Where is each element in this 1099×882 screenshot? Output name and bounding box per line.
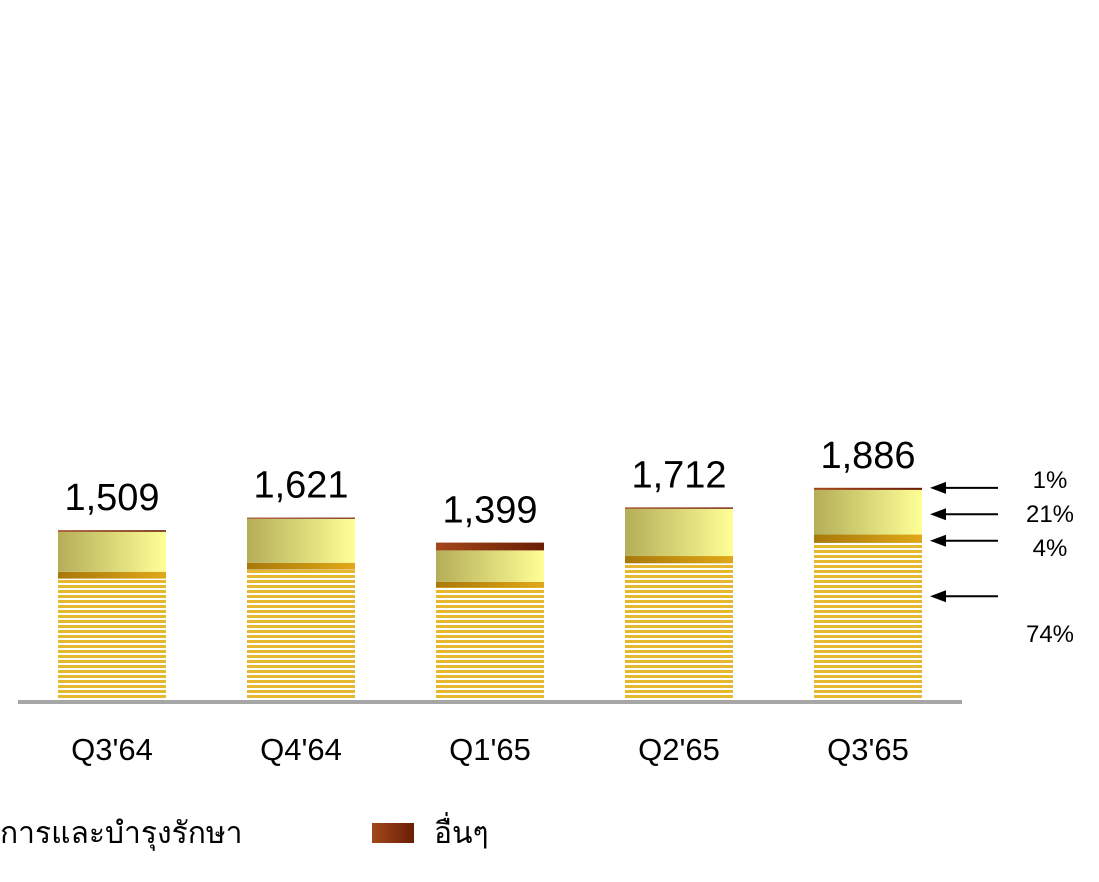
bar-segment-light bbox=[814, 490, 922, 535]
legend-item-other: อื่นๆ bbox=[372, 808, 489, 858]
bar-group bbox=[58, 487, 922, 701]
bar-segment-secondary bbox=[58, 571, 166, 579]
bar-segment-main bbox=[436, 587, 544, 700]
annotation-arrow-head bbox=[930, 534, 946, 547]
bar-segment-other bbox=[625, 507, 733, 509]
annotation-arrow-head bbox=[930, 481, 946, 494]
category-label: Q2'65 bbox=[638, 732, 720, 767]
bar-segment-other bbox=[247, 517, 355, 519]
bar-segment-light bbox=[247, 518, 355, 563]
bar-segment-light bbox=[58, 531, 166, 572]
category-label: Q1'65 bbox=[449, 732, 531, 767]
bar-total-label: 1,886 bbox=[820, 435, 915, 477]
annotation-arrow-head bbox=[930, 508, 946, 521]
bar-total-label: 1,399 bbox=[442, 490, 537, 532]
bar-segment-other bbox=[436, 542, 544, 551]
bar-segment-main bbox=[58, 578, 166, 700]
bar-total-label: 1,712 bbox=[631, 454, 726, 496]
bar-segment-main bbox=[625, 563, 733, 700]
bar-segment-secondary bbox=[625, 556, 733, 564]
category-label: Q3'65 bbox=[827, 732, 909, 767]
bar-segment-other bbox=[814, 487, 922, 490]
bar-segment-secondary bbox=[247, 562, 355, 570]
bar-segment-secondary bbox=[436, 581, 544, 588]
bar-segment-secondary bbox=[814, 534, 922, 543]
share-label: 21% bbox=[1026, 501, 1074, 528]
legend-swatch-other bbox=[372, 823, 414, 843]
legend-label-other: อื่นๆ bbox=[434, 815, 489, 851]
bar-segment-light bbox=[625, 508, 733, 557]
bar-total-label: 1,509 bbox=[64, 477, 159, 519]
label-group: 1,509 Q3'64 1,621 Q4'64 1,399 Q1'65 1,712 Q2'65… bbox=[64, 435, 915, 767]
legend-label-partial: การและบำรุงรักษา bbox=[0, 815, 243, 851]
bar-segment-main bbox=[814, 543, 922, 701]
share-label: 4% bbox=[1033, 535, 1068, 562]
category-label: Q4'64 bbox=[260, 732, 342, 767]
bar-segment-main bbox=[247, 569, 355, 700]
share-label: 1% bbox=[1033, 467, 1068, 494]
stacked-bar-chart: 1,509 Q3'64 1,621 Q4'64 1,399 Q1'65 1,712 Q2'65… bbox=[18, 435, 1074, 767]
share-label: 74% bbox=[1026, 621, 1074, 648]
bar-segment-other bbox=[58, 530, 166, 532]
legend-item-partial: การและบำรุงรักษา bbox=[0, 808, 243, 858]
category-label: Q3'64 bbox=[71, 732, 153, 767]
share-annotations: 1% 21% 4% 74% bbox=[930, 467, 1074, 648]
bar-segment-light bbox=[436, 550, 544, 582]
bar-total-label: 1,621 bbox=[253, 465, 348, 507]
annotation-arrow-head bbox=[930, 590, 946, 603]
